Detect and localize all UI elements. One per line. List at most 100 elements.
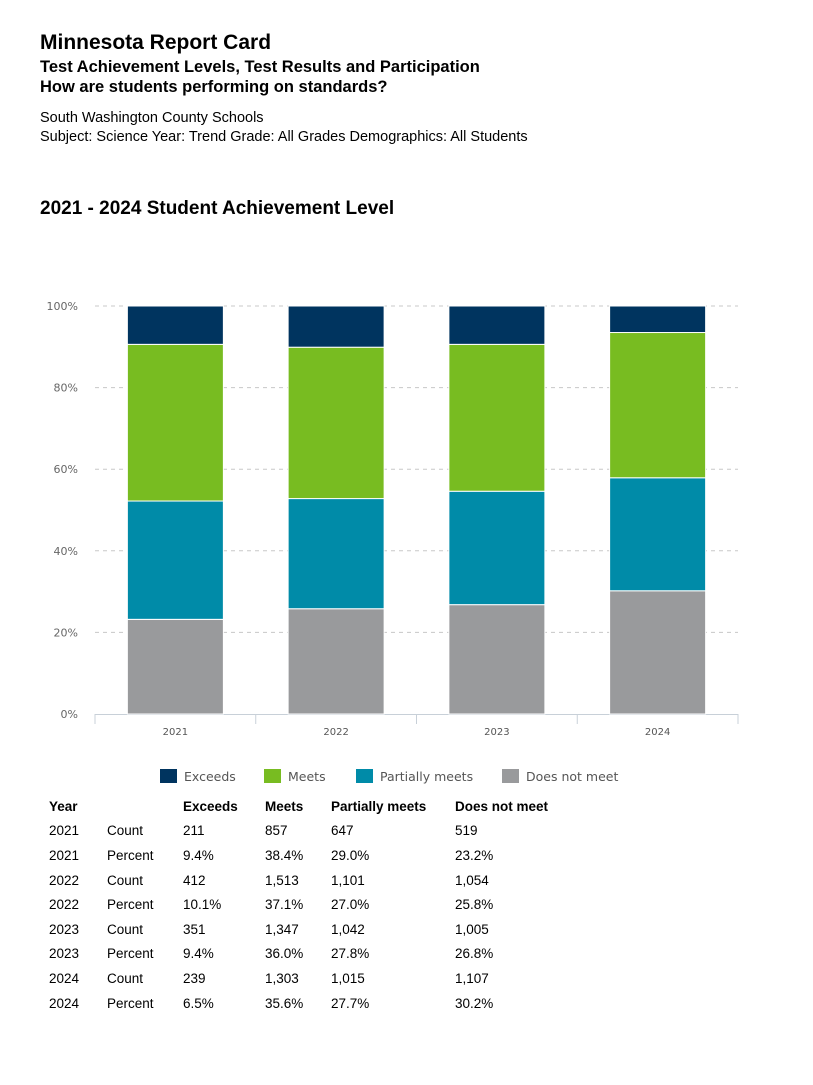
table-cell: 27.8% xyxy=(331,946,370,962)
table-cell: 2024 xyxy=(49,970,80,986)
bar-segment-partially-meets xyxy=(287,498,385,610)
table-cell: 25.8% xyxy=(455,897,494,913)
table-header-row: Year Exceeds Meets Partially meets Does not … xyxy=(43,794,571,819)
table-cell: 9.4% xyxy=(183,847,214,863)
table-cell: Percent xyxy=(107,946,154,962)
table-cell: 10.1% xyxy=(183,897,222,913)
legend-swatch xyxy=(264,769,281,783)
table-cell: 1,015 xyxy=(331,970,365,986)
column-header: Year xyxy=(49,798,78,814)
table-cell: 351 xyxy=(183,921,206,937)
table-cell: 1,107 xyxy=(455,970,489,986)
table-cell: 37.1% xyxy=(265,897,304,913)
bar-segment-meets xyxy=(126,343,224,502)
stacked-bar-chart: 0% 20% 40% 60% 80% 100% 2021 2022 2023 2024 Exceed… xyxy=(47,300,739,784)
subtitle-line-1: Test Achievement Levels, Test Results an… xyxy=(40,58,480,76)
table-cell: 23.2% xyxy=(455,847,494,863)
table-cell: 27.7% xyxy=(331,995,370,1011)
table-cell: 1,054 xyxy=(455,872,489,888)
table-cell: 239 xyxy=(183,970,206,986)
table-cell: 1,347 xyxy=(265,921,299,937)
report-meta: South Washington County Schools Subject:… xyxy=(40,109,528,147)
y-tick-label: 80% xyxy=(54,382,78,395)
column-header: Does not meet xyxy=(455,798,549,814)
bar-segment-meets xyxy=(287,346,385,500)
bar-segment-does-not-meet xyxy=(609,590,707,715)
table-cell: 2021 xyxy=(49,823,80,839)
table-cell: Count xyxy=(107,921,144,937)
table-cell: 2023 xyxy=(49,946,80,962)
data-table: Year Exceeds Meets Partially meets Does not … xyxy=(43,794,571,1015)
bar-segment-does-not-meet xyxy=(287,608,385,715)
column-header: Exceeds xyxy=(183,798,238,814)
report-title: Minnesota Report Card xyxy=(40,31,272,54)
table-cell: Count xyxy=(107,872,144,888)
table-cell: 211 xyxy=(183,823,205,839)
table-row: 2021 Count 211 857 647 519 xyxy=(43,819,571,844)
column-header xyxy=(101,794,177,819)
y-tick-label: 0% xyxy=(61,708,78,721)
bar-segment-exceeds xyxy=(287,305,385,348)
table-cell: 2022 xyxy=(49,872,80,888)
legend-label: Does not meet xyxy=(526,769,618,784)
table-row: 2023 Count 351 1,347 1,042 1,005 xyxy=(43,917,571,942)
legend-swatch xyxy=(356,769,373,783)
bar-segment-meets xyxy=(609,332,707,479)
x-tick-label: 2023 xyxy=(484,727,509,738)
table-cell: 30.2% xyxy=(455,995,494,1011)
filters-text: Subject: Science Year: Trend Grade: All … xyxy=(40,129,528,145)
y-tick-label: 100% xyxy=(47,300,78,313)
bar-segment-meets xyxy=(448,343,546,492)
table-row: 2022 Percent 10.1% 37.1% 27.0% 25.8% xyxy=(43,892,571,917)
legend-label: Exceeds xyxy=(184,769,236,784)
y-tick-label: 20% xyxy=(54,626,78,639)
legend-label: Partially meets xyxy=(380,769,473,784)
table-cell: 857 xyxy=(265,823,288,839)
column-header: Meets xyxy=(265,798,304,814)
table-cell: 1,042 xyxy=(331,921,365,937)
table-cell: 412 xyxy=(183,872,206,888)
bar-segment-partially-meets xyxy=(609,477,707,592)
table-cell: 2022 xyxy=(49,897,80,913)
table-cell: 2021 xyxy=(49,847,80,863)
report-subtitle: Test Achievement Levels, Test Results an… xyxy=(40,57,480,97)
table-row: 2021 Percent 9.4% 38.4% 29.0% 23.2% xyxy=(43,843,571,868)
y-tick-label: 60% xyxy=(54,463,78,476)
table-cell: 1,101 xyxy=(331,872,365,888)
x-tick-label: 2024 xyxy=(645,727,670,738)
table-cell: Count xyxy=(107,970,144,986)
table-cell: 38.4% xyxy=(265,847,304,863)
legend-swatch xyxy=(502,769,519,783)
subtitle-line-2: How are students performing on standards… xyxy=(40,78,388,96)
table-cell: Percent xyxy=(107,995,154,1011)
bar-segment-partially-meets xyxy=(448,490,546,606)
table-cell: 647 xyxy=(331,823,354,839)
legend-swatch xyxy=(160,769,177,783)
table-row: 2023 Percent 9.4% 36.0% 27.8% 26.8% xyxy=(43,942,571,967)
table-cell: 2023 xyxy=(49,921,80,937)
legend-label: Meets xyxy=(288,769,326,784)
table-row: 2024 Count 239 1,303 1,015 1,107 xyxy=(43,966,571,991)
district-name: South Washington County Schools xyxy=(40,110,264,126)
table-cell: Percent xyxy=(107,897,154,913)
x-tick-label: 2022 xyxy=(323,727,348,738)
table-row: 2022 Count 412 1,513 1,101 1,054 xyxy=(43,868,571,893)
table-cell: 1,513 xyxy=(265,872,299,888)
table-cell: 27.0% xyxy=(331,897,370,913)
chart-title: 2021 - 2024 Student Achievement Level xyxy=(40,198,395,219)
table-cell: 2024 xyxy=(49,995,80,1011)
table-cell: 26.8% xyxy=(455,946,494,962)
bar-segment-exceeds xyxy=(126,305,224,345)
table-cell: 6.5% xyxy=(183,995,214,1011)
table-cell: 519 xyxy=(455,823,478,839)
bar-segment-exceeds xyxy=(609,305,707,334)
bar-segment-partially-meets xyxy=(126,500,224,620)
column-header: Partially meets xyxy=(331,798,427,814)
bar-segment-does-not-meet xyxy=(126,618,224,715)
table-row: 2024 Percent 6.5% 35.6% 27.7% 30.2% xyxy=(43,991,571,1016)
table-cell: 29.0% xyxy=(331,847,370,863)
x-tick-label: 2021 xyxy=(163,727,188,738)
bar-segment-does-not-meet xyxy=(448,604,546,715)
bar-segment-exceeds xyxy=(448,305,546,345)
table-cell: 1,303 xyxy=(265,970,299,986)
